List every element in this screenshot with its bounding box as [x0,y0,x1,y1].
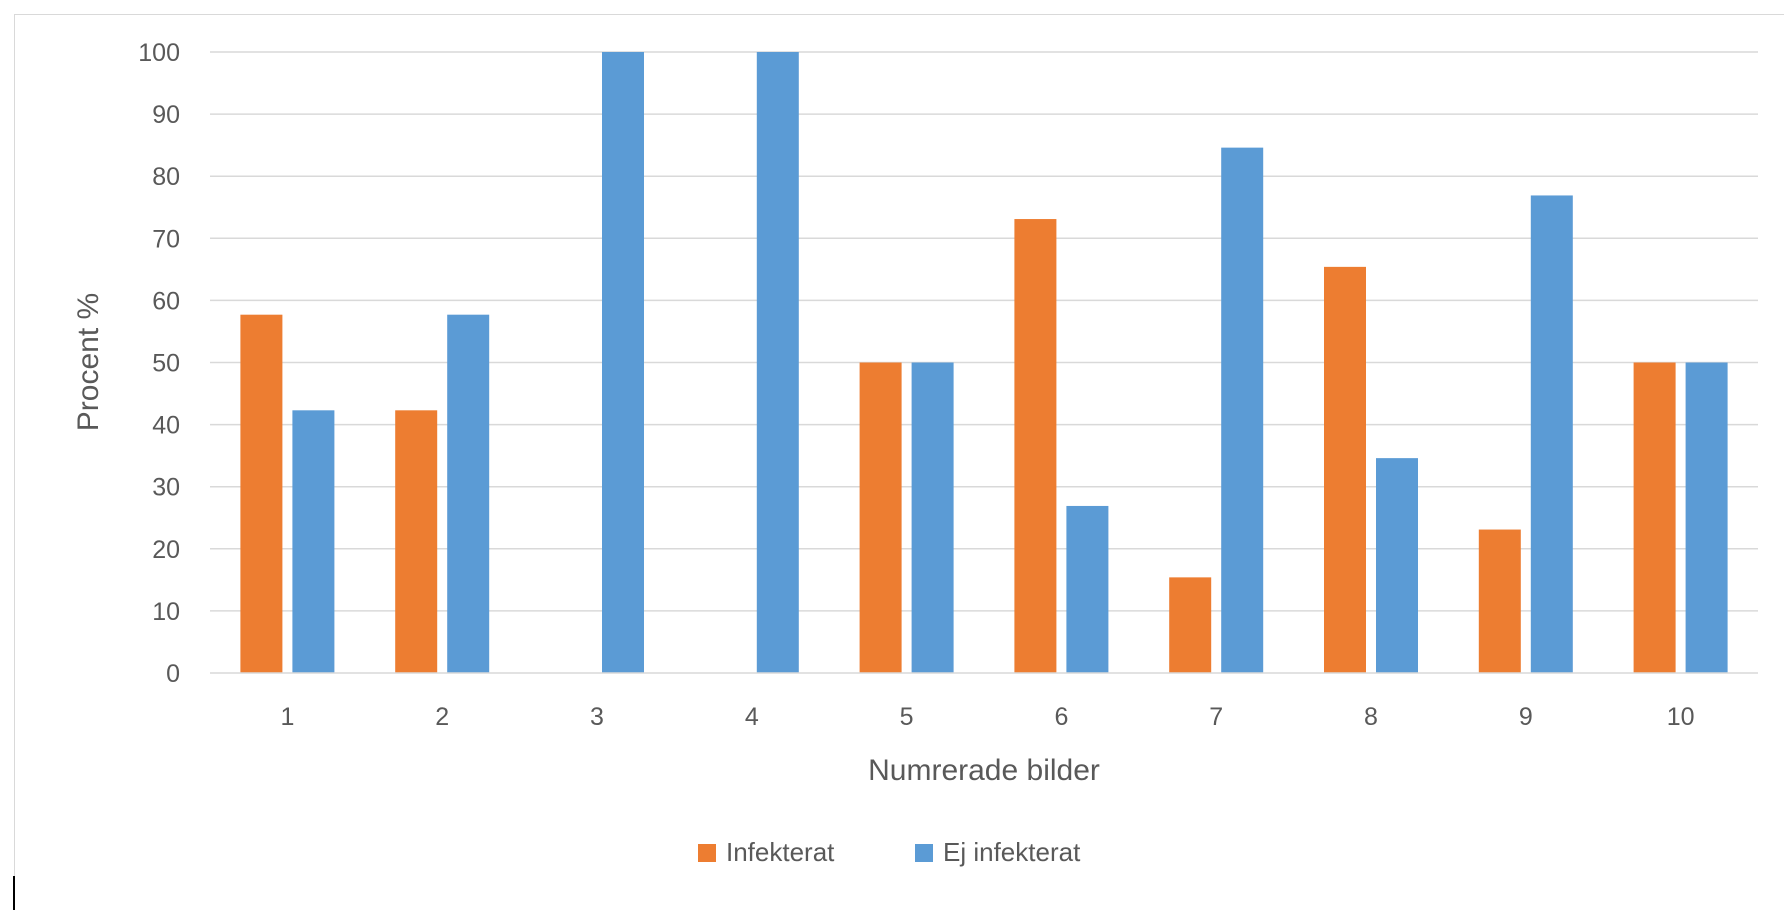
x-tick-label: 4 [745,703,759,731]
bar-ej-infekterat [1685,362,1728,673]
bar-infekterat [1633,362,1676,673]
x-tick-label: 6 [1054,703,1068,731]
bar-ej-infekterat [1376,458,1418,673]
bar-ej-infekterat [447,314,490,673]
y-tick-label: 90 [152,101,180,129]
bar-ej-infekterat [1066,505,1109,673]
bar-ej-infekterat [292,410,335,673]
bar-infekterat [240,314,283,673]
y-tick-label: 80 [152,163,180,191]
bar-ej-infekterat [756,52,799,673]
bars [240,52,1728,674]
legend-swatch-infekterat [698,844,716,862]
bar-infekterat [1478,529,1521,673]
x-tick-label: 5 [900,703,914,731]
x-axis-title: Numrerade bilder [868,754,1100,787]
bar-ej-infekterat [911,362,954,673]
bar-ej-infekterat [602,52,644,673]
legend-label-infekterat: Infekterat [726,837,835,867]
x-axis-ticks: 1 2 3 4 5 6 7 8 9 10 [280,703,1694,731]
gridlines [210,51,1758,612]
y-tick-label: 30 [152,474,180,502]
x-tick-label: 9 [1519,703,1533,731]
y-tick-label: 20 [152,536,180,564]
bar-infekterat [1169,577,1212,673]
legend-label-ej-infekterat: Ej infekterat [943,837,1081,867]
bar-infekterat [1014,219,1057,673]
y-axis-ticks: 0 10 20 30 40 50 60 70 80 90 100 [138,39,180,688]
y-tick-label: 60 [152,287,180,315]
bar-ej-infekterat [1221,147,1264,673]
x-tick-label: 3 [590,703,604,731]
legend-swatch-ej-infekterat [915,844,933,862]
x-tick-label: 1 [280,703,294,731]
x-tick-label: 8 [1364,703,1378,731]
y-tick-label: 70 [152,225,180,253]
y-tick-label: 0 [166,660,180,688]
bar-infekterat [395,410,438,673]
x-tick-label: 2 [435,703,449,731]
y-axis-title: Procent % [72,293,105,431]
text-cursor [13,876,15,910]
x-tick-label: 10 [1667,703,1695,731]
bar-infekterat [1324,266,1366,673]
x-tick-label: 7 [1209,703,1223,731]
y-tick-label: 40 [152,412,180,440]
bar-infekterat [859,362,902,673]
y-tick-label: 50 [152,350,180,378]
legend: Infekterat Ej infekterat [698,837,1081,867]
y-tick-label: 10 [152,598,180,626]
bar-ej-infekterat [1530,195,1573,674]
y-tick-label: 100 [138,39,180,67]
